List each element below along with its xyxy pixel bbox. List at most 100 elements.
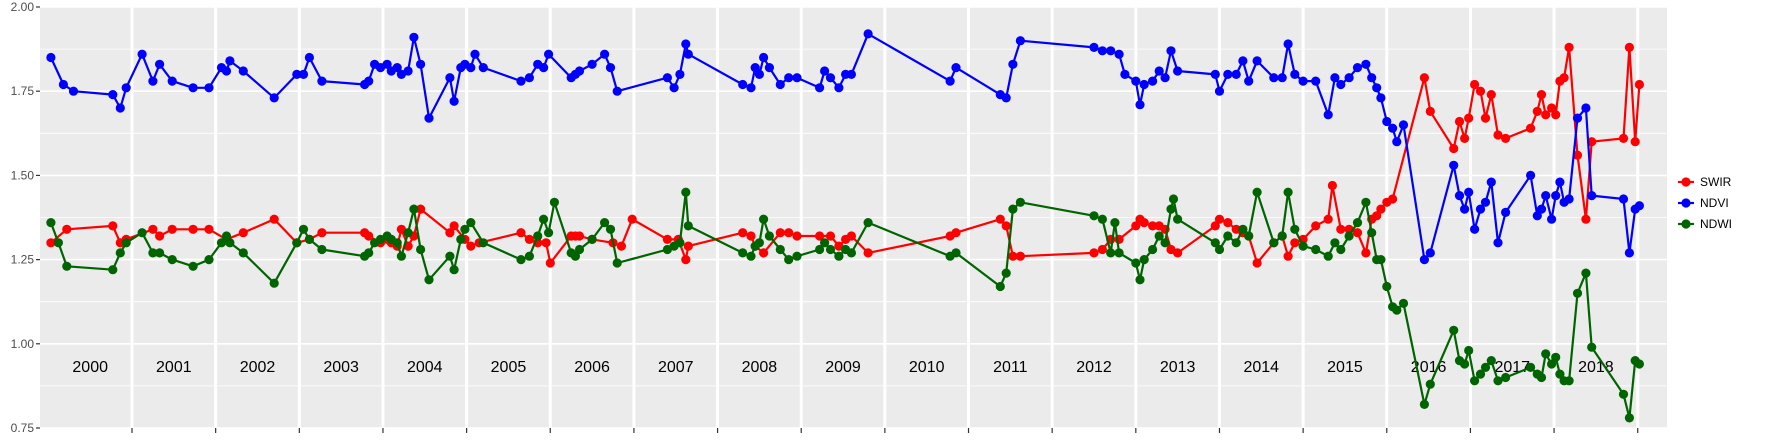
- data-point-ndvi: [1166, 46, 1176, 56]
- data-point-swir: [1327, 180, 1337, 191]
- data-point-ndvi: [524, 73, 535, 83]
- data-point-ndwi: [1449, 325, 1459, 335]
- data-point-ndwi: [683, 221, 693, 231]
- data-point-swir: [1475, 86, 1486, 96]
- data-point-ndvi: [424, 113, 434, 123]
- data-point-swir: [1470, 79, 1480, 90]
- data-point-ndvi: [304, 52, 314, 63]
- data-point-ndvi: [1382, 116, 1392, 127]
- data-point-swir: [364, 231, 374, 241]
- data-point-ndwi: [675, 238, 685, 248]
- data-point-ndvi: [1618, 194, 1629, 204]
- data-point-ndvi: [204, 83, 214, 93]
- data-point-ndwi: [137, 228, 147, 238]
- data-point-swir: [1618, 133, 1629, 143]
- data-point-ndvi: [1475, 204, 1486, 214]
- data-point-ndwi: [1367, 228, 1377, 238]
- data-point-swir: [815, 231, 825, 241]
- data-point-ndvi: [1244, 76, 1254, 86]
- data-point-ndwi: [108, 265, 118, 275]
- data-point-ndwi: [516, 255, 526, 265]
- data-point-ndwi: [1139, 255, 1149, 265]
- data-point-ndvi: [1106, 46, 1116, 56]
- data-point-swir: [681, 255, 691, 265]
- data-point-ndwi: [815, 244, 825, 255]
- data-point-ndvi: [1114, 49, 1124, 59]
- data-point-swir: [1311, 221, 1321, 231]
- year-label: 2009: [825, 359, 861, 376]
- data-point-swir: [1361, 248, 1371, 258]
- data-point-swir: [746, 231, 756, 241]
- data-point-ndvi: [392, 63, 402, 73]
- data-point-swir: [1624, 42, 1634, 53]
- data-point-ndvi: [1480, 197, 1491, 207]
- data-point-swir: [662, 234, 673, 244]
- data-point-swir: [1449, 143, 1459, 154]
- data-point-ndvi: [478, 63, 488, 73]
- data-point-ndwi: [1376, 255, 1386, 265]
- data-point-ndvi: [539, 63, 549, 73]
- data-point-ndvi: [68, 86, 79, 96]
- data-point-ndwi: [1564, 376, 1574, 386]
- data-point-ndvi: [516, 76, 526, 86]
- data-point-ndwi: [1624, 413, 1634, 423]
- data-point-swir: [1532, 106, 1542, 116]
- data-point-ndvi: [754, 69, 765, 79]
- data-point-swir: [1210, 221, 1220, 231]
- data-point-swir: [1089, 248, 1099, 258]
- data-point-swir: [627, 214, 637, 224]
- data-point-ndwi: [148, 248, 158, 258]
- data-point-ndwi: [1106, 248, 1116, 258]
- data-point-ndvi: [416, 59, 426, 69]
- data-point-ndvi: [1323, 110, 1333, 120]
- data-point-ndvi: [863, 29, 873, 39]
- data-point-ndvi: [445, 73, 455, 83]
- data-point-ndvi: [1470, 224, 1480, 234]
- data-point-ndwi: [1323, 251, 1333, 261]
- data-point-ndwi: [409, 204, 419, 214]
- data-point-swir: [317, 228, 327, 238]
- data-point-ndwi: [1361, 197, 1371, 207]
- data-point-ndwi: [1493, 376, 1503, 386]
- data-point-ndvi: [121, 83, 131, 93]
- year-label: 2016: [1411, 359, 1447, 376]
- data-point-ndvi: [1572, 113, 1583, 123]
- year-tick-marks: [131, 428, 1639, 433]
- data-point-ndvi: [1277, 73, 1287, 83]
- data-point-ndwi: [587, 234, 597, 244]
- data-point-ndvi: [1223, 69, 1233, 79]
- data-point-ndvi: [1555, 177, 1565, 187]
- data-point-ndvi: [820, 66, 830, 76]
- year-label: 2007: [658, 359, 694, 376]
- data-point-swir: [1015, 251, 1025, 261]
- data-point-ndvi: [221, 66, 232, 76]
- year-label: 2003: [323, 359, 359, 376]
- data-point-ndwi: [1210, 238, 1220, 248]
- data-point-swir: [1008, 251, 1018, 261]
- data-point-ndwi: [403, 228, 413, 238]
- data-point-swir: [204, 224, 214, 234]
- data-point-ndvi: [681, 39, 691, 49]
- data-point-swir: [1252, 258, 1262, 268]
- data-point-ndvi: [1587, 191, 1597, 201]
- data-point-swir: [1480, 113, 1491, 123]
- data-point-ndwi: [1277, 231, 1287, 241]
- data-point-ndvi: [1131, 76, 1141, 86]
- data-point-swir: [616, 241, 627, 251]
- data-point-ndvi: [1501, 207, 1511, 217]
- data-point-ndwi: [449, 265, 459, 275]
- data-point-ndvi: [587, 59, 597, 69]
- data-point-ndwi: [524, 251, 535, 261]
- data-point-swir: [1139, 218, 1149, 228]
- data-point-ndwi: [764, 231, 775, 241]
- data-point-ndwi: [846, 248, 857, 258]
- data-point-ndwi: [612, 258, 622, 268]
- data-point-swir: [792, 231, 802, 241]
- data-point-ndvi: [317, 76, 327, 86]
- data-point-ndwi: [1419, 399, 1429, 409]
- data-point-ndwi: [951, 248, 961, 258]
- data-point-swir: [863, 248, 873, 258]
- data-point-ndvi: [1008, 59, 1018, 69]
- data-point-ndwi: [1244, 231, 1254, 241]
